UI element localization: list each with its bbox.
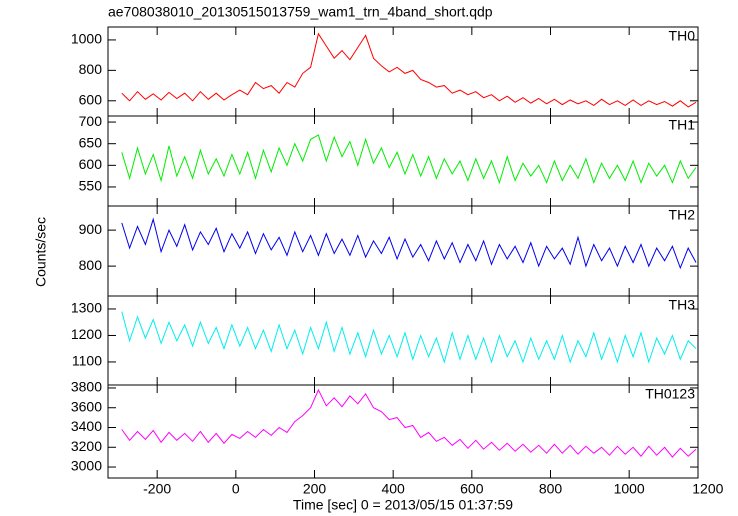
y-tick-label: 800 [79,61,103,77]
x-axis-label: Time [sec] 0 = 2013/05/15 01:37:59 [293,497,513,513]
panel-frame [107,205,699,297]
panel-frame [107,384,699,479]
series-line [121,388,697,458]
y-tick-label: 600 [79,91,103,107]
x-tick-label: 800 [539,481,563,497]
panel-label: TH0 [669,28,696,44]
y-tick-label: 800 [79,257,103,273]
y-tick-label: 3000 [71,458,102,474]
panel-label: TH1 [669,117,696,133]
panel-frame [107,115,699,207]
series-line [121,311,697,364]
y-tick-label: 1300 [71,300,102,316]
y-tick-label: 1100 [72,353,102,369]
y-tick-label: 3800 [71,379,102,395]
y-tick-label: 600 [79,156,103,172]
x-tick-label: 400 [381,481,405,497]
y-tick-label: 650 [79,134,103,150]
x-tick-label: 600 [460,481,484,497]
series-line [121,134,697,185]
y-tick-label: 3400 [71,418,102,434]
x-tick-label: -200 [143,481,171,497]
y-tick-label: 1200 [71,326,102,342]
x-tick-label: 0 [232,481,240,497]
series-line [121,217,697,270]
panel-label: TH0123 [645,386,695,402]
x-tick-label: 200 [303,481,327,497]
y-tick-label: 3200 [71,438,102,454]
y-axis-label: Counts/sec [33,217,49,287]
x-tick-label: 1200 [692,481,723,497]
panel-frame [107,295,699,386]
chart-title: ae708038010_20130515013759_wam1_trn_4ban… [108,4,493,20]
y-tick-label: 550 [79,178,103,194]
y-tick-label: 700 [79,113,103,129]
y-tick-label: 1000 [71,31,102,47]
x-tick-label: 1000 [614,481,645,497]
panel-label: TH2 [669,207,696,223]
y-tick-label: 900 [79,221,103,237]
panel-label: TH3 [669,297,696,313]
y-tick-label: 3600 [71,398,102,414]
series-line [121,32,697,108]
